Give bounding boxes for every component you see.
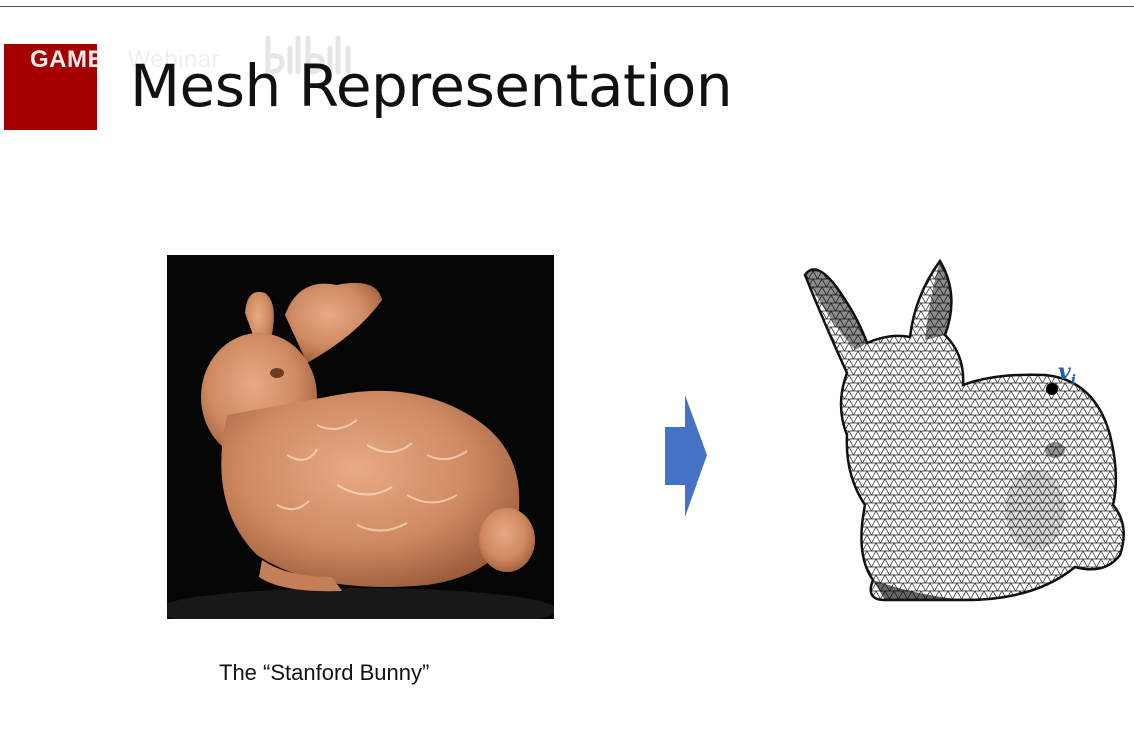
watermark-suffix: Webinar: [120, 46, 221, 73]
slide-title: Mesh Representation: [130, 52, 733, 120]
vertex-label: vi: [1058, 359, 1076, 388]
watermark-brand: GAMES: [30, 46, 121, 73]
vertex-label-main: v: [1058, 359, 1071, 385]
vertex-label-sub: i: [1070, 372, 1077, 389]
bunny-photo: [167, 255, 554, 619]
bunny-mesh-wireframe: [795, 255, 1130, 615]
title-accent-block: [4, 44, 97, 130]
bilibili-logo-icon: [265, 35, 351, 75]
photo-caption: The “Stanford Bunny”: [219, 660, 430, 685]
top-rule: [0, 6, 1134, 7]
right-arrow-icon: [665, 395, 707, 517]
watermark: GAMES Webinar: [30, 46, 220, 74]
